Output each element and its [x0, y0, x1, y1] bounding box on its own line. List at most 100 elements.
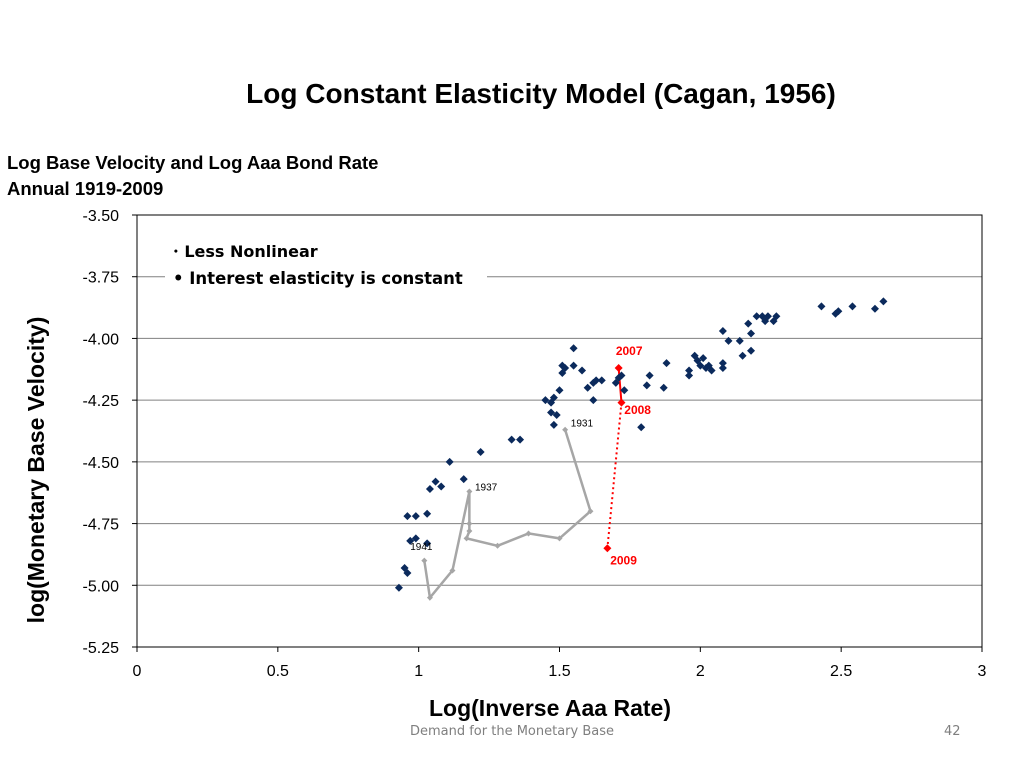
chart-heading: Log Base Velocity and Log Aaa Bond Rate …: [7, 150, 378, 202]
x-tick-label: 2.5: [830, 663, 852, 680]
data-point: [834, 307, 843, 316]
chart-title-line-2: Annual 1919-2009: [7, 178, 164, 199]
series-points: [394, 297, 888, 601]
annotation-label: 2007: [616, 344, 643, 358]
data-point: [747, 346, 756, 355]
y-tick-label: -5.25: [83, 640, 120, 657]
data-point: [662, 359, 671, 368]
data-point: [423, 509, 432, 518]
data-point: [494, 542, 501, 549]
data-point: [747, 329, 756, 338]
data-point: [620, 386, 629, 395]
chart-title-line-1: Log Base Velocity and Log Aaa Bond Rate: [7, 152, 379, 173]
slide-title: Log Constant Elasticity Model (Cagan, 19…: [246, 78, 836, 109]
data-point: [437, 482, 446, 491]
x-tick-label: 1.5: [548, 663, 570, 680]
data-point: [752, 312, 761, 321]
data-point: [525, 530, 532, 537]
x-tick-label: 3: [978, 663, 987, 680]
data-point: [549, 393, 558, 402]
data-point: [394, 583, 403, 592]
bullet-text: Interest elasticity is constant: [189, 268, 463, 288]
data-point: [431, 477, 440, 486]
data-point: [699, 354, 708, 363]
data-point: [738, 351, 747, 360]
y-tick-label: -4.25: [83, 393, 120, 410]
data-point: [466, 488, 473, 495]
data-point: [569, 344, 578, 353]
footer-text: Demand for the Monetary Base: [409, 724, 615, 739]
data-point: [685, 371, 694, 380]
data-point: [466, 527, 473, 534]
data-point: [617, 371, 626, 380]
annotation-label: 1937: [475, 483, 498, 494]
data-point: [718, 364, 727, 373]
data-point: [547, 408, 556, 417]
data-point: [411, 512, 420, 521]
data-point: [507, 435, 516, 444]
data-point: [583, 383, 592, 392]
data-point: [445, 457, 454, 466]
data-point: [403, 512, 412, 521]
annotation-label: 2009: [610, 554, 637, 568]
annotation-label: 2008: [624, 403, 651, 417]
data-point: [426, 594, 433, 601]
y-axis-ticks: -5.25 -5.00 -4.75 -4.50 -4.25 -4.00 -3.75 -3.50: [83, 208, 137, 657]
data-point: [549, 420, 558, 429]
data-point: [403, 568, 412, 577]
data-point: [449, 567, 456, 574]
x-tick-label: 0.5: [267, 663, 289, 680]
data-point: [597, 376, 606, 385]
data-point: [425, 485, 434, 494]
x-tick-label: 2: [696, 663, 705, 680]
bullet-item: • Less Nonlinear: [173, 242, 318, 261]
y-tick-label: -3.75: [83, 270, 120, 287]
y-axis-label: log(Monetary Base Velocity): [23, 317, 49, 624]
data-point: [459, 475, 468, 484]
data-point: [659, 383, 668, 392]
data-point: [406, 536, 415, 545]
data-point: [578, 366, 587, 375]
data-point: [724, 336, 733, 345]
data-point: [614, 364, 623, 373]
data-point: [516, 435, 525, 444]
data-point: [817, 302, 826, 311]
data-point: [555, 386, 564, 395]
data-point: [603, 544, 612, 553]
data-point: [587, 508, 594, 515]
data-point: [696, 361, 705, 370]
data-point: [642, 381, 651, 390]
x-axis-label: Log(Inverse Aaa Rate): [429, 695, 671, 721]
data-point: [423, 539, 432, 548]
annotation-label: 1931: [571, 418, 594, 429]
data-point: [569, 361, 578, 370]
data-point: [763, 312, 772, 321]
data-point: [645, 371, 654, 380]
bullet-background: [165, 232, 487, 294]
data-point: [463, 535, 470, 542]
data-point: [744, 319, 753, 328]
data-point: [870, 304, 879, 313]
data-point: [421, 557, 428, 564]
x-tick-label: 1: [414, 663, 423, 680]
y-tick-label: -5.00: [83, 578, 120, 595]
data-point: [541, 396, 550, 405]
y-tick-label: -4.75: [83, 517, 120, 534]
y-tick-label: -4.50: [83, 455, 120, 472]
data-point: [637, 423, 646, 432]
data-point: [476, 447, 485, 456]
series-line: [606, 402, 623, 549]
bullet-text: Less Nonlinear: [184, 242, 318, 261]
bullet-item: • Interest elasticity is constant: [173, 268, 463, 288]
annotation-label: 1941: [410, 542, 433, 553]
data-point: [411, 534, 420, 543]
y-tick-label: -3.50: [83, 208, 120, 225]
data-point: [879, 297, 888, 306]
data-point: [562, 426, 569, 433]
data-point: [735, 336, 744, 345]
bullet-list: • Less Nonlinear • Interest elasticity i…: [173, 240, 463, 291]
data-point: [772, 312, 781, 321]
annotations: 1931 1937 1941 2007 2008 2009: [410, 344, 651, 568]
page-number: 42: [944, 724, 961, 739]
